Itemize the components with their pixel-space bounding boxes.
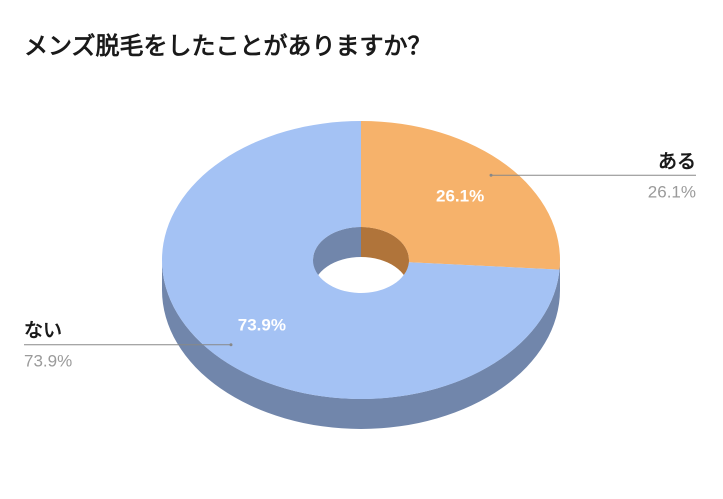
slice-name-label-1: ある [658,150,696,172]
slice-inner-label-2: 73.9% [238,315,286,334]
chart-label-layer: 26.1% ある 26.1% 73.9% ない 73.9% [24,150,696,371]
slice-percent-label-1: 26.1% [648,182,696,201]
chart-title: メンズ脱毛をしたことがありますか？ [24,32,432,60]
pie-slice-2 [162,121,560,399]
slice-percent-label-2: 73.9% [24,352,72,371]
leader-dot-1 [489,173,493,177]
chart-top-layer [162,121,560,399]
chart-side-layer [162,260,560,429]
slice-name-label-2: ない [24,320,62,342]
pie-slice-1 [361,121,560,270]
hole-wall-2 [313,227,361,290]
slice-inner-label-1: 26.1% [436,187,484,206]
leader-dot-2 [229,343,233,347]
donut-outer-side [162,260,560,429]
hole-wall-1 [361,227,409,290]
